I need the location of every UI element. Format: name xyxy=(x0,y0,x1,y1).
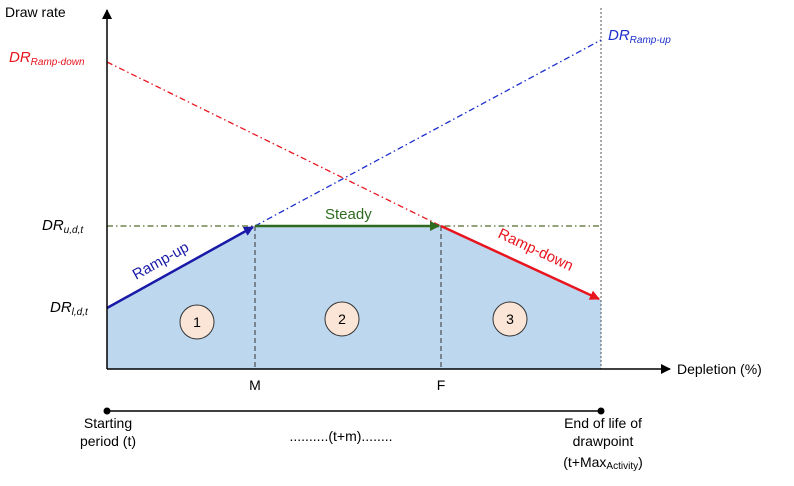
phase-1-number: 1 xyxy=(193,314,201,330)
timeline-start-dot xyxy=(103,407,111,415)
timeline-end-line3: (t+MaxActivity) xyxy=(563,454,643,472)
f-tick-label: F xyxy=(437,377,446,393)
timeline-end-dot xyxy=(597,407,605,415)
timeline-start-line2: period (t) xyxy=(80,433,136,449)
dr-ramp-down-label: DRRamp-down xyxy=(9,49,85,68)
x-axis-label: Depletion (%) xyxy=(677,361,762,377)
phase-1-marker: 1 xyxy=(179,304,215,340)
y-axis-label: Draw rate xyxy=(5,4,66,20)
ramp-down-extension-line xyxy=(106,61,442,227)
ramp-up-arrow xyxy=(106,225,254,310)
draw-rate-area xyxy=(107,226,601,369)
phase-2-number: 2 xyxy=(338,311,346,327)
dr-lower-label: DRl,d,t xyxy=(50,299,89,318)
timeline-end-line2: drawpoint xyxy=(573,433,634,449)
timeline-middle-label: ..........(t+m)........ xyxy=(289,428,392,444)
phase-3-marker: 3 xyxy=(492,301,528,337)
timeline-start-line1: Starting xyxy=(84,415,132,431)
ramp-down-arrow xyxy=(440,224,600,301)
timeline-end-line1: End of life of xyxy=(564,415,642,431)
ramp-up-extension-line xyxy=(254,39,602,227)
dr-ramp-up-label: DRRamp-up xyxy=(608,27,671,46)
steady-label: Steady xyxy=(325,206,372,223)
dr-upper-label: DRu,d,t xyxy=(42,217,84,236)
phase-3-number: 3 xyxy=(506,311,514,327)
m-tick-label: M xyxy=(249,377,261,393)
phase-2-marker: 2 xyxy=(324,301,360,337)
